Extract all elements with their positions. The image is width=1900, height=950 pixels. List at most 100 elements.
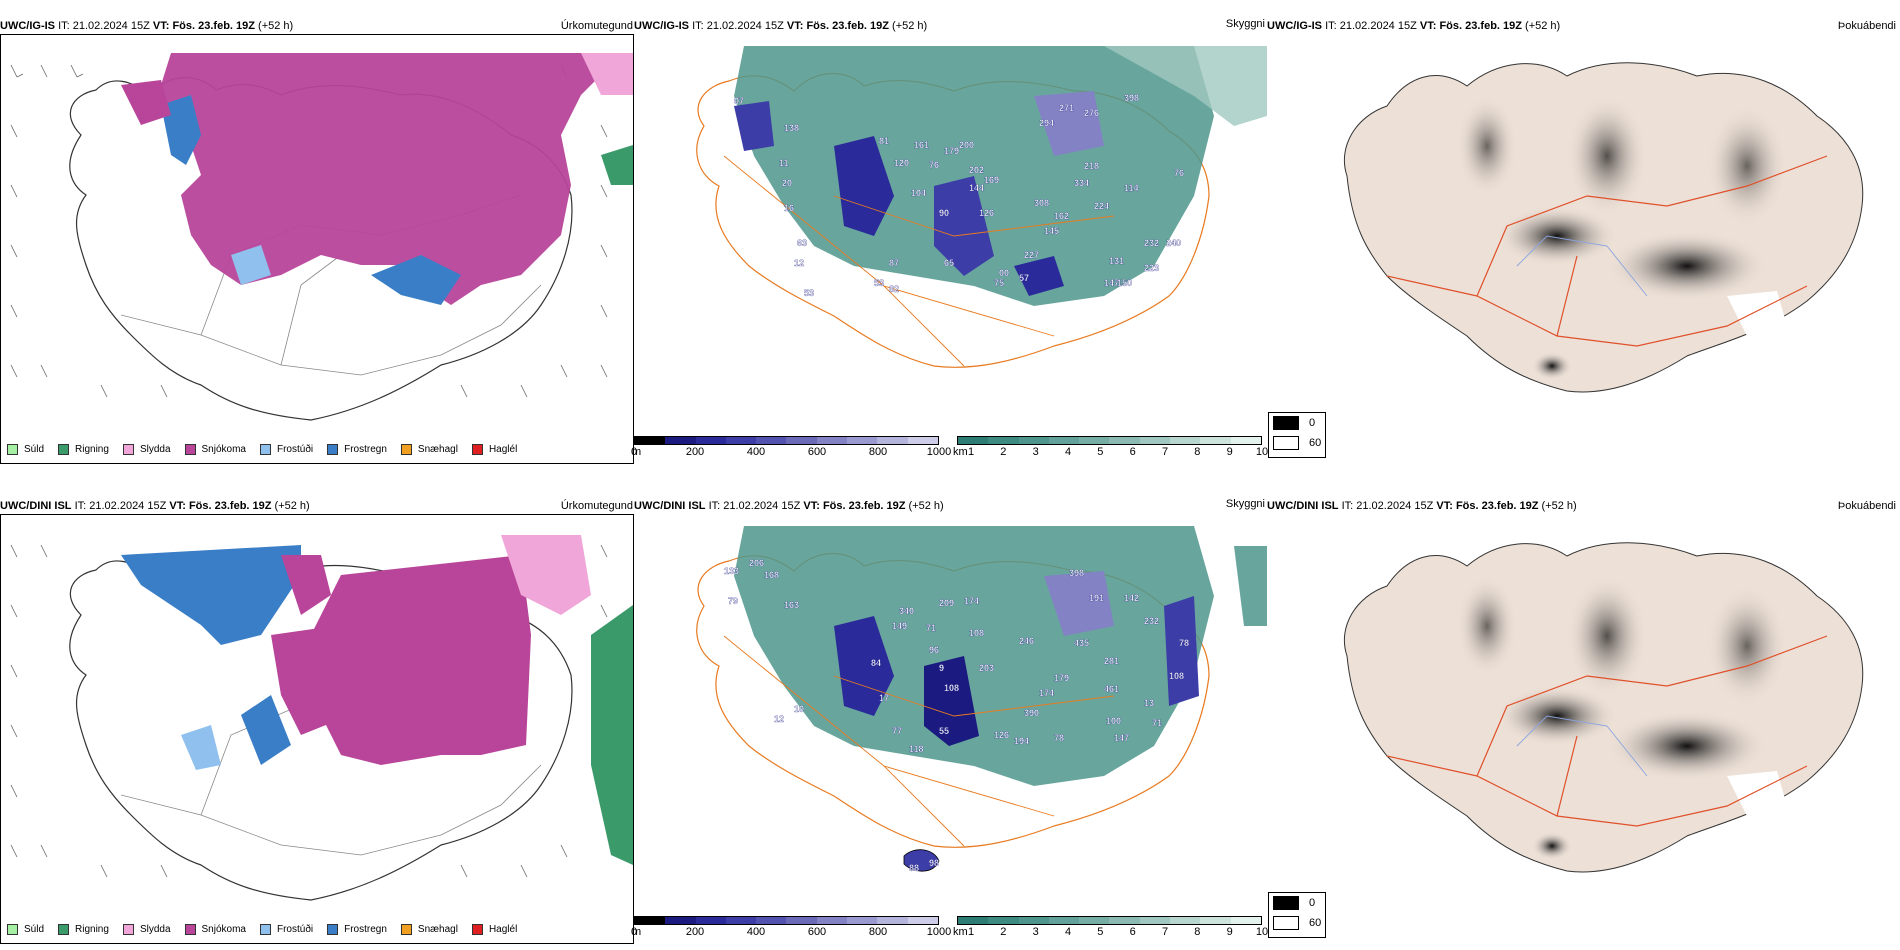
legend-swatch xyxy=(184,923,196,935)
cloudbase-map: 07 138 11 20 16 63 12 53 53 87 82 65 81 … xyxy=(696,46,1267,368)
colorbar-tick-label: 1 xyxy=(967,446,975,458)
legend-swatch xyxy=(122,443,134,455)
cloudbase-label: 76 xyxy=(929,160,939,170)
cloudbase-label: 100 xyxy=(1106,716,1121,726)
cloudbase-label: 206 xyxy=(749,558,764,568)
fog-legend-label: 0 xyxy=(1309,417,1316,429)
legend-item: Frostregn xyxy=(327,443,387,455)
colorbar-cell xyxy=(786,437,817,444)
cloudbase-label: 126 xyxy=(994,730,1009,740)
panel-title: Þokuábendi xyxy=(1837,20,1896,32)
legend-item: Súld xyxy=(7,443,44,455)
colorbar-unit: m xyxy=(632,446,642,458)
colorbar-tick-label: 800 xyxy=(868,926,888,938)
colorbar-cell xyxy=(1018,437,1049,444)
colorbar-tick-label: 10 xyxy=(1255,446,1269,458)
colorbar-unit: km xyxy=(953,926,968,938)
it-label: IT: xyxy=(1341,500,1354,512)
cloudbase-label: 294 xyxy=(1039,118,1054,128)
vt-label: VT: xyxy=(1436,500,1453,512)
model-name: UWC/DINI ISL xyxy=(634,500,706,512)
cloudbase-label: 53 xyxy=(874,278,884,288)
cloudbase-label: 202 xyxy=(969,165,984,175)
cloudbase-label: 203 xyxy=(979,663,994,673)
colorbar-cell xyxy=(695,437,726,444)
panel-header: UWC/DINI ISL IT: 21.02.2024 15Z VT: Fös.… xyxy=(634,498,1267,514)
cloudbase-label: 179 xyxy=(1054,673,1069,683)
fog-legend-label: 60 xyxy=(1309,437,1322,449)
panel-header: UWC/DINI ISL IT: 21.02.2024 15Z VT: Fös.… xyxy=(0,498,635,514)
cloudbase-label: 168 xyxy=(764,570,779,580)
colorbar-tick-label: 1000 xyxy=(926,926,952,938)
cloudbase-label: 10 xyxy=(794,704,804,714)
fog-legend-row: 0 xyxy=(1269,413,1325,433)
colorbar-cell xyxy=(665,917,696,924)
fog-legend: 0 60 xyxy=(1268,412,1326,458)
colorbar-cell xyxy=(665,437,696,444)
cloudbase-label: 223 xyxy=(1144,263,1159,273)
legend-swatch xyxy=(58,443,70,455)
legend-label: Snæhagl xyxy=(417,923,458,935)
precip-type-panel-row2: UWC/DINI ISL IT: 21.02.2024 15Z VT: Fös.… xyxy=(0,498,635,944)
it-value: 21.02.2024 15Z xyxy=(706,20,784,32)
legend-swatch xyxy=(259,923,271,935)
cloudbase-label: 76 xyxy=(1174,168,1184,178)
colorbar-cell xyxy=(1048,917,1080,924)
visibility-colorbar-ticks: km 1 2 3 4 5 6 7 8 9 10 xyxy=(953,925,1268,939)
colorbar-tick-label: 1 xyxy=(967,926,975,938)
colorbar-tick-label: 6 xyxy=(1129,446,1136,458)
cloudbase-label: 144 xyxy=(969,183,984,193)
colorbar-tick-label: 400 xyxy=(746,446,766,458)
vt-value: Fös. 23.feb. 19Z xyxy=(172,20,255,32)
lead-time: (+52 h) xyxy=(274,500,310,512)
precip-type-map xyxy=(10,535,633,901)
legend-item: Rigning xyxy=(58,923,109,935)
map-frame: Súld Rigning Slydda Snjókoma Frostúði Fr… xyxy=(0,514,634,944)
colorbar-cell xyxy=(786,917,817,924)
colorbar-tick-label: 600 xyxy=(807,926,827,938)
colorbar-tick-label: 5 xyxy=(1097,926,1104,938)
cloudbase-label: 82 xyxy=(889,284,899,294)
cloudbase-label: 63 xyxy=(797,238,807,248)
cloudbase-label: 81 xyxy=(879,136,889,146)
cloudbase-label: 57 xyxy=(1019,273,1029,283)
fog-swatch xyxy=(1273,436,1299,450)
legend-swatch xyxy=(7,923,18,935)
colorbar-tick-label: 800 xyxy=(868,446,888,458)
cloudbase-label: 108 xyxy=(944,683,959,693)
it-value: 21.02.2024 15Z xyxy=(89,500,167,512)
vt-label: VT: xyxy=(803,500,820,512)
precip-type-map xyxy=(10,53,633,421)
vt-label: VT: xyxy=(786,20,804,32)
cloudbase-label: 232 xyxy=(1144,238,1159,248)
cloudbase-label: 104 xyxy=(911,188,926,198)
cloudbase-label: 78 xyxy=(1054,733,1064,743)
cloudbase-label: 281 xyxy=(1104,656,1119,666)
colorbar-cell xyxy=(725,437,757,444)
it-label: IT: xyxy=(1325,20,1337,32)
cloudbase-label: 17 xyxy=(879,693,889,703)
colorbar-tick-label: 0 xyxy=(630,926,638,938)
colorbar-cell xyxy=(988,437,1019,444)
visibility-colorbar: km 1 2 3 4 5 6 7 8 9 10 xyxy=(953,436,1268,459)
cloudbase-label: 390 xyxy=(1024,708,1039,718)
colorbar-cell xyxy=(877,437,908,444)
cloudbase-label: 71 xyxy=(1152,718,1162,728)
cloudbase-label: 98 xyxy=(929,858,939,868)
cloudbase-label: 120 xyxy=(894,158,909,168)
lead-time: (+52 h) xyxy=(1525,20,1561,32)
fog-legend-label: 0 xyxy=(1309,897,1316,909)
precip-type-panel-row1: UWC/IG-IS IT: 21.02.2024 15Z VT: Fös. 23… xyxy=(0,18,635,464)
colorbar-tick-label: 8 xyxy=(1194,446,1201,458)
panel-title: Skyggni xyxy=(1225,498,1265,510)
cloudbase-label: 88 xyxy=(909,863,919,873)
cloudbase-label: 232 xyxy=(1144,616,1159,626)
vt-label: VT: xyxy=(169,500,186,512)
cloudbase-label: 150 xyxy=(1117,278,1132,288)
colorbar-cell xyxy=(1230,437,1261,444)
cloudbase-label: 398 xyxy=(1069,568,1084,578)
colorbar-cell xyxy=(877,917,908,924)
map-frame: Súld Rigning Slydda Snjókoma Frostúði Fr… xyxy=(0,34,634,464)
colorbar-tick-label: 400 xyxy=(746,926,766,938)
cloudbase-label: 169 xyxy=(984,175,999,185)
